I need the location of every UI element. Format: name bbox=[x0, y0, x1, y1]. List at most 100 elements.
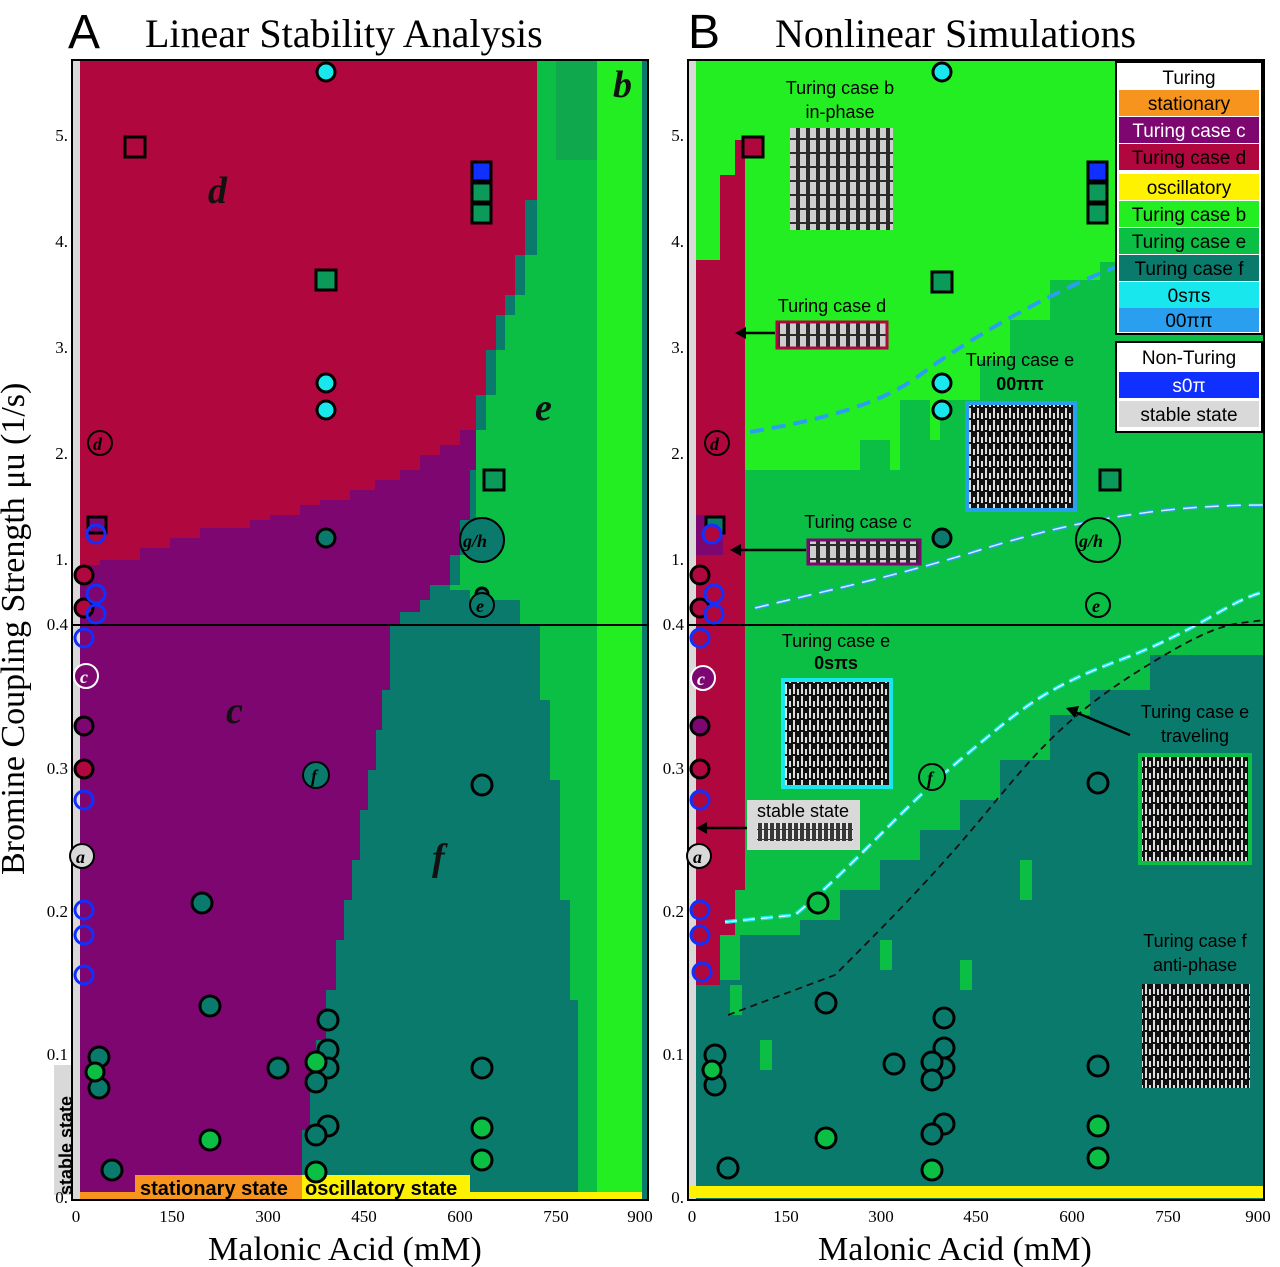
inset-turing-e-traveling: Turing case e traveling bbox=[1066, 702, 1252, 865]
stationary-state-label: stationary state bbox=[140, 1178, 288, 1200]
legend-item: Turing case b bbox=[1132, 205, 1246, 226]
point-gh-b bbox=[1075, 517, 1121, 563]
y-axis-label: Bromine Coupling Strength μu (1/s) bbox=[0, 383, 32, 875]
region-a-d bbox=[80, 60, 537, 565]
panel-b-frame bbox=[687, 59, 1265, 1201]
marker-circle-blue bbox=[689, 924, 711, 946]
region-a-e-shade bbox=[556, 60, 597, 160]
point-label-gh-a: g/h bbox=[462, 531, 487, 551]
marker-circle bbox=[84, 1061, 106, 1083]
inset-turing-d: Turing case d bbox=[735, 296, 889, 350]
stable-label-bg-a bbox=[54, 1065, 76, 1195]
point-c-b bbox=[690, 665, 716, 691]
marker-circle bbox=[689, 715, 711, 737]
marker-circle bbox=[304, 1123, 328, 1147]
strip-a-gray bbox=[72, 1192, 80, 1200]
marker-circle-blue bbox=[703, 603, 725, 625]
marker-circle bbox=[701, 1059, 723, 1081]
marker-circle-blue bbox=[73, 627, 95, 649]
point-label-e-b: e bbox=[1092, 596, 1100, 616]
marker-circle bbox=[920, 1122, 944, 1146]
legend-item: 00ππ bbox=[1165, 311, 1212, 332]
region-label-f: f bbox=[432, 837, 448, 879]
x-ticks-b: 0 150 300 450 600 750 900 bbox=[688, 1207, 1271, 1226]
y-tick: 3. bbox=[671, 338, 684, 357]
inset-turing-c: Turing case c bbox=[730, 512, 922, 566]
point-a-a bbox=[69, 843, 95, 869]
inset-f-line1: Turing case f bbox=[1143, 931, 1247, 951]
point-label-f-b: f bbox=[927, 768, 935, 788]
legend-swatch-c bbox=[1119, 117, 1259, 143]
y-tick: 1. bbox=[671, 550, 684, 569]
marker-circle bbox=[931, 61, 953, 83]
region-b-mid-block bbox=[860, 440, 890, 470]
marker-circle bbox=[470, 773, 494, 797]
inset-f-pattern bbox=[1138, 980, 1254, 1092]
marker-circle bbox=[931, 372, 953, 394]
oscillatory-label-bg bbox=[302, 1175, 470, 1199]
x-tick: 750 bbox=[1155, 1207, 1181, 1226]
marker-circle-blue bbox=[73, 964, 95, 986]
marker-circle bbox=[716, 1156, 740, 1180]
blue-markers-a bbox=[73, 523, 107, 986]
marker-circle bbox=[470, 1148, 494, 1172]
legend-swatch-0spis bbox=[1119, 282, 1259, 308]
legend-item: oscillatory bbox=[1147, 178, 1232, 199]
y-tick: 5. bbox=[55, 126, 68, 145]
y-tick: 1. bbox=[55, 550, 68, 569]
marker-circle bbox=[316, 1008, 340, 1032]
legend-swatch-stationary bbox=[1119, 90, 1259, 116]
region-b-mid-block bbox=[1020, 860, 1032, 900]
arrow-etr bbox=[1074, 710, 1131, 737]
legend-item: Turing case c bbox=[1132, 121, 1245, 142]
region-b-mid-block bbox=[900, 400, 930, 450]
marker-square bbox=[741, 135, 765, 159]
marker-circle bbox=[315, 527, 337, 549]
marker-circle bbox=[266, 1056, 290, 1080]
inset-stable-state: stable state bbox=[696, 800, 860, 850]
marker-circle bbox=[315, 372, 337, 394]
marker-circle-blue bbox=[73, 924, 95, 946]
x-tick: 900 bbox=[1245, 1207, 1271, 1226]
point-label-gh-b: g/h bbox=[1078, 531, 1103, 551]
legend-swatch-e bbox=[1119, 228, 1259, 254]
inset-turing-e-0s: Turing case e 0sπs bbox=[781, 631, 893, 789]
legend-swatch-oscillatory bbox=[1119, 174, 1259, 200]
y-tick: 0.4 bbox=[663, 615, 685, 634]
region-a-f-upper bbox=[400, 590, 520, 625]
marker-circle bbox=[814, 991, 838, 1015]
point-label-d-a: d bbox=[93, 434, 103, 454]
point-label-c-a: c bbox=[80, 667, 88, 687]
marker-circle bbox=[1086, 1146, 1110, 1170]
marker-square bbox=[1086, 202, 1109, 225]
blue-markers-b bbox=[689, 523, 725, 946]
x-tick: 150 bbox=[159, 1207, 185, 1226]
x-axis-label-b: Malonic Acid (mM) bbox=[818, 1231, 1092, 1267]
inset-etr-line2: traveling bbox=[1161, 726, 1229, 746]
legend: Turing stationary Turing case c Turing c… bbox=[1115, 61, 1263, 433]
point-e-a bbox=[469, 592, 495, 618]
arrow-stable-head bbox=[696, 822, 707, 834]
x-tick: 0 bbox=[72, 1207, 81, 1226]
labeled-points-a: d c a f g/h e bbox=[69, 430, 505, 869]
inset-turing-b: Turing case b in-phase bbox=[786, 78, 894, 230]
legend-swatch-f bbox=[1119, 255, 1259, 281]
inset-e0s-line2: 0sπs bbox=[814, 653, 858, 673]
marker-circle bbox=[100, 1158, 124, 1182]
x-tick: 0 bbox=[688, 1207, 697, 1226]
marker-circle bbox=[931, 399, 953, 421]
legend-swatch-b bbox=[1119, 201, 1259, 227]
x-tick: 750 bbox=[543, 1207, 569, 1226]
y-tick: 0.1 bbox=[663, 1045, 684, 1064]
inset-f-line2: anti-phase bbox=[1153, 955, 1237, 975]
region-a-b bbox=[597, 60, 642, 1200]
oscillatory-state-label: oscillatory state bbox=[305, 1178, 457, 1200]
point-a-b bbox=[686, 843, 712, 869]
region-label-c: c bbox=[226, 690, 243, 732]
inset-e0s-line1: Turing case e bbox=[782, 631, 890, 651]
point-label-f-a: f bbox=[311, 766, 319, 786]
region-b-mid-block bbox=[960, 960, 972, 990]
x-tick: 150 bbox=[773, 1207, 799, 1226]
x-tick: 600 bbox=[1059, 1207, 1085, 1226]
marker-circle bbox=[470, 1116, 494, 1140]
